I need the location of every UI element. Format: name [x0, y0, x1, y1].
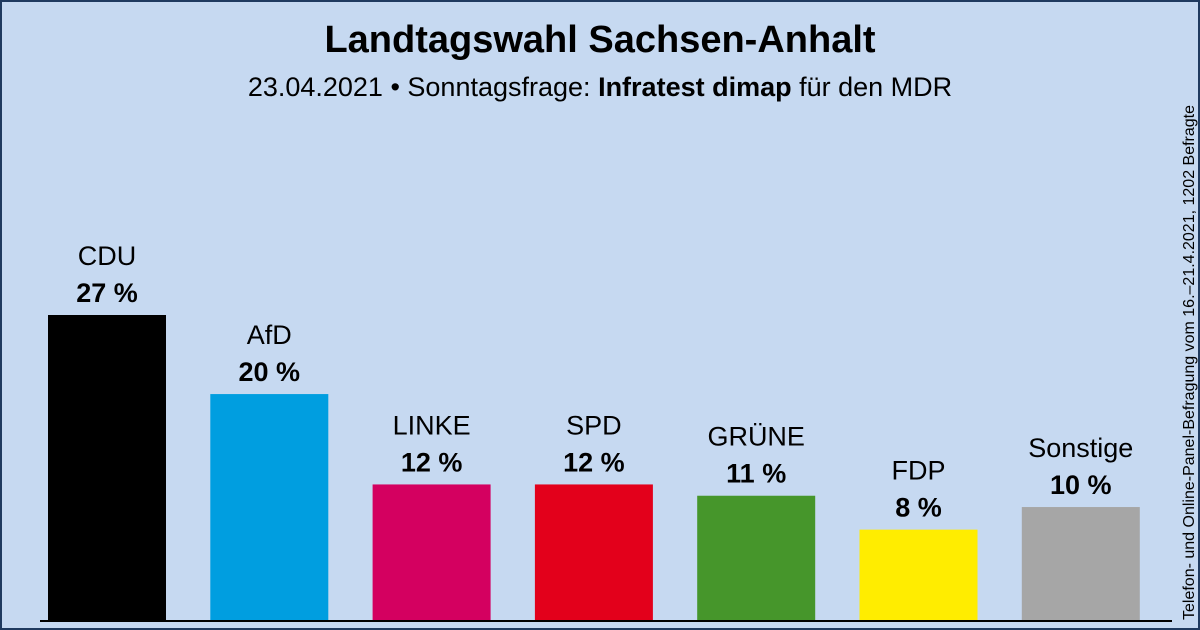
category-label: GRÜNE [707, 422, 805, 452]
subtitle-part: Infratest dimap [598, 72, 792, 102]
chart-title: Landtagswahl Sachsen-Anhalt [324, 19, 875, 61]
category-label: CDU [78, 241, 137, 271]
category-label: LINKE [393, 410, 471, 440]
value-label: 11 % [726, 459, 786, 489]
value-label: 20 % [239, 357, 301, 387]
category-label: FDP [892, 456, 946, 486]
bar [372, 484, 491, 620]
bar [210, 394, 329, 620]
category-label: AfD [247, 320, 292, 350]
bar [1021, 507, 1140, 620]
source-note: Telefon- und Online-Panel-Befragung vom … [1181, 105, 1198, 620]
bar [534, 484, 653, 620]
subtitle-part: für den MDR [799, 72, 952, 102]
category-label: SPD [566, 410, 622, 440]
category-label: Sonstige [1028, 433, 1133, 463]
bar [859, 529, 978, 620]
subtitle-part: 23.04.2021 • Sonntagsfrage: [248, 72, 591, 102]
value-label: 27 % [76, 278, 138, 308]
chart-subtitle: 23.04.2021 • Sonntagsfrage: Infratest di… [248, 72, 952, 102]
bar [697, 495, 816, 620]
value-label: 12 % [563, 447, 625, 477]
bar [48, 315, 166, 620]
value-label: 10 % [1050, 470, 1112, 500]
value-label: 8 % [895, 493, 942, 523]
value-label: 12 % [401, 447, 463, 477]
